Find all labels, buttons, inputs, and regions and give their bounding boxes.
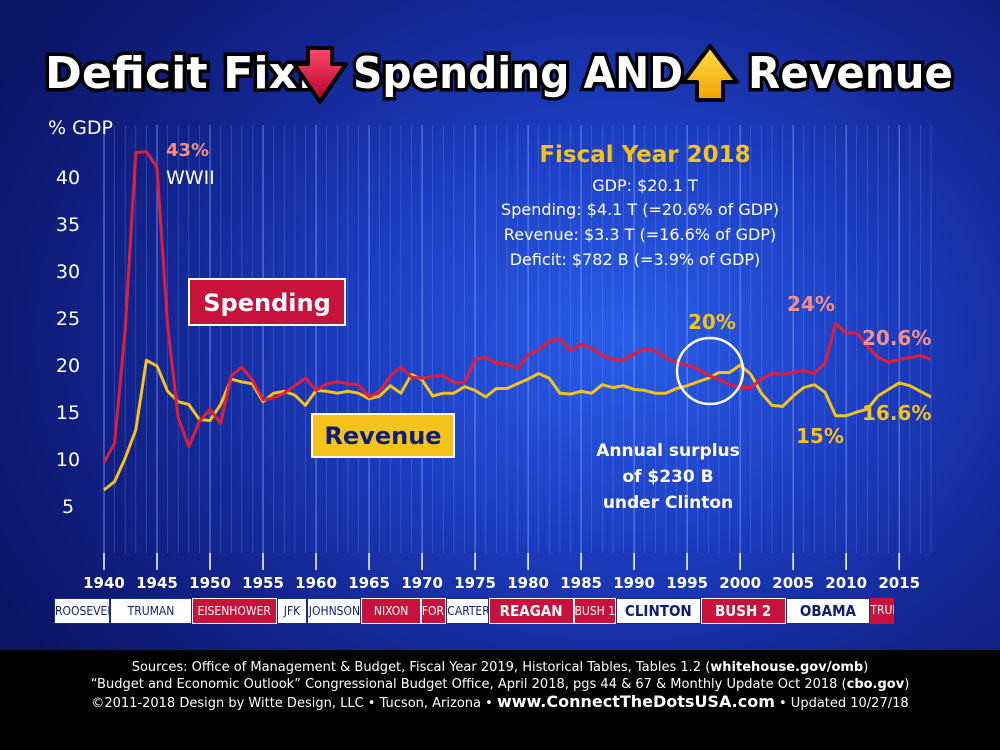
- president-nixon: NIXON: [361, 598, 421, 624]
- x-tick-label: 1965: [348, 574, 390, 592]
- x-tick-label: 1945: [136, 574, 178, 592]
- president-eisenhower: EISENHOWER: [191, 598, 277, 624]
- president-roosevelt: ROOSEVELT: [54, 598, 111, 624]
- spending-legend-label: Spending: [203, 289, 331, 317]
- x-tick-label: 1960: [295, 574, 337, 592]
- x-tick-label: 1995: [666, 574, 708, 592]
- footer-sources-line-2: “Budget and Economic Outlook” Congressio…: [0, 676, 1000, 693]
- president-bush-2: BUSH 2: [700, 598, 786, 624]
- y-tick-label: 35: [56, 214, 80, 236]
- president-trump: TRUMP: [870, 598, 894, 624]
- revenue-legend-box: Revenue: [311, 413, 455, 458]
- x-tick-label: 1975: [454, 574, 496, 592]
- footer-text: Sources: Office of Management & Budget, …: [131, 660, 711, 675]
- x-tick-label: 1985: [560, 574, 602, 592]
- grid-lines: [103, 125, 932, 553]
- y-tick-label: 5: [62, 496, 74, 518]
- page-title: Deficit Fix: Spending AND Revenue: [42, 44, 957, 104]
- y-tick-label: 10: [56, 449, 80, 471]
- surplus-note-line-2: of $230 B: [622, 467, 713, 487]
- footer-text: “Budget and Economic Outlook” Congressio…: [90, 677, 847, 692]
- y-tick-label: 25: [56, 308, 80, 330]
- cbo-link[interactable]: cbo.gov: [846, 677, 905, 692]
- footer-sources-line-1: Sources: Office of Management & Budget, …: [0, 650, 1000, 676]
- revenue-low-label: 15%: [796, 424, 844, 448]
- title-part-2: Spending AND: [353, 48, 683, 99]
- footer-text: ): [904, 677, 910, 692]
- president-reagan: REAGAN: [488, 598, 574, 624]
- x-axis: 1940 1945 1950 1955 1960 1965 1970 1975 1980 1985…: [83, 553, 920, 592]
- fiscal-year-info: Fiscal Year 2018 GDP: $20.1 T Spending: …: [501, 142, 779, 269]
- x-tick-label: 2000: [719, 574, 761, 592]
- president-obama: OBAMA: [785, 598, 871, 624]
- y-tick-label: 30: [56, 261, 80, 283]
- website-link[interactable]: www.ConnectTheDotsUSA.com: [496, 692, 775, 711]
- info-heading: Fiscal Year 2018: [539, 142, 750, 168]
- president-carter: CARTER: [446, 598, 489, 624]
- footer-text: • Updated 10/27/18: [779, 696, 909, 711]
- ww2-label: WWII: [166, 167, 215, 189]
- revenue-legend-label: Revenue: [324, 422, 441, 450]
- x-tick-label: 1955: [242, 574, 284, 592]
- surplus-note-line-1: Annual surplus: [596, 441, 740, 461]
- y-tick-label: 20: [56, 355, 80, 377]
- president-bush-1: BUSH 1: [573, 598, 616, 624]
- revenue-line: [103, 358, 932, 492]
- footer-credits-line: ©2011-2018 Design by Witte Design, LLC •…: [0, 693, 1000, 712]
- president-johnson: JOHNSON: [307, 598, 362, 624]
- y-tick-label: 40: [56, 167, 80, 189]
- president-ford: FORD: [420, 598, 447, 624]
- info-gdp: GDP: $20.1 T: [592, 176, 698, 195]
- footer-text: ): [863, 660, 869, 675]
- y-axis: 5 10 15 20 25 30 35 40: [56, 167, 80, 518]
- spending-end-label: 20.6%: [862, 326, 931, 350]
- title-part-1: Deficit Fix:: [45, 48, 315, 99]
- footer-text: ©2011-2018 Design by Witte Design, LLC •…: [91, 696, 493, 711]
- president-jfk: JFK: [276, 598, 308, 624]
- x-tick-label: 1940: [83, 574, 125, 592]
- info-revenue: Revenue: $3.3 T (=16.6% of GDP): [504, 225, 776, 244]
- spending-legend-box: Spending: [188, 278, 346, 326]
- revenue-peak-label: 20%: [688, 310, 736, 334]
- spending-peak-label: 24%: [787, 292, 835, 316]
- spending-line: [102, 150, 932, 464]
- revenue-end-label: 16.6%: [862, 401, 931, 425]
- x-tick-label: 2010: [825, 574, 867, 592]
- x-tick-label: 1980: [507, 574, 549, 592]
- info-deficit: Deficit: $782 B (=3.9% of GDP): [510, 250, 761, 269]
- x-tick-label: 1950: [189, 574, 231, 592]
- info-spending: Spending: $4.1 T (=20.6% of GDP): [501, 200, 779, 219]
- surplus-note-line-3: under Clinton: [603, 493, 733, 513]
- footer: Sources: Office of Management & Budget, …: [0, 650, 1000, 750]
- title-part-3: Revenue: [748, 48, 953, 99]
- x-tick-label: 1970: [401, 574, 443, 592]
- omb-link[interactable]: whitehouse.gov/omb: [710, 660, 864, 675]
- x-tick-label: 2015: [878, 574, 920, 592]
- president-clinton: CLINTON: [615, 598, 701, 624]
- up-arrow-icon: [681, 44, 739, 102]
- clinton-surplus-circle: [675, 336, 745, 406]
- down-arrow-icon: [292, 46, 348, 104]
- chart-annotations: 43% WWII 24% 20.6% 20% 15% 16.6% Annual …: [166, 140, 931, 513]
- president-truman: TRUMAN: [110, 598, 192, 624]
- x-tick-label: 1990: [613, 574, 655, 592]
- x-tick-label: 2005: [772, 574, 814, 592]
- y-tick-label: 15: [56, 402, 80, 424]
- y-axis-label: % GDP: [48, 117, 113, 139]
- ww2-value-label: 43%: [166, 140, 209, 161]
